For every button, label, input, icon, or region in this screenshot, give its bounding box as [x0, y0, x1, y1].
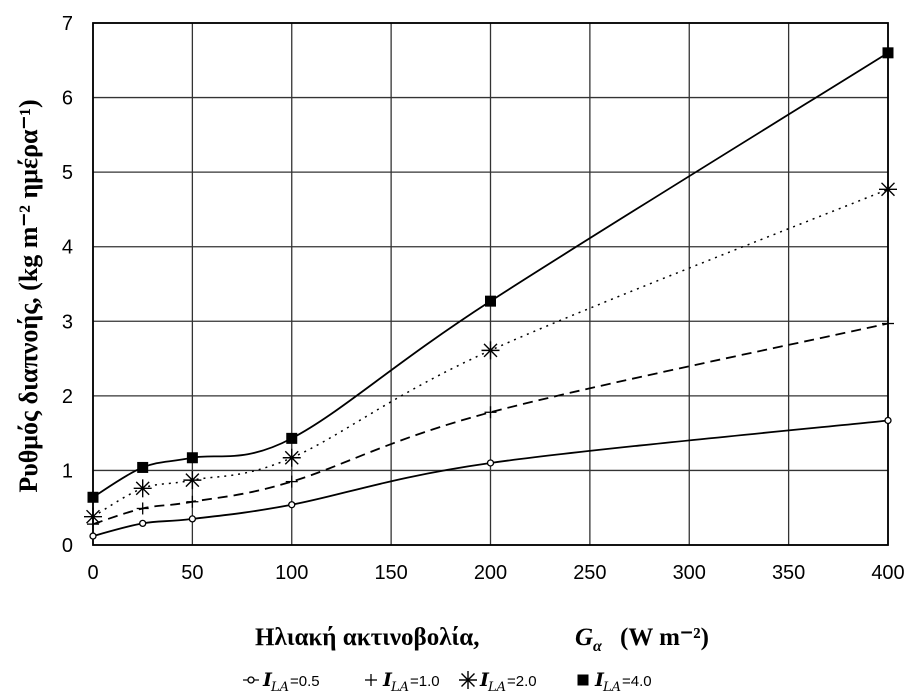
data-point: [84, 507, 102, 526]
x-tick-label: 200: [474, 562, 507, 584]
data-point: [89, 532, 97, 540]
x-axis-title-text: Ηλιακή ακτινοβολία,: [255, 624, 479, 651]
legend-label: =2.0: [507, 673, 537, 690]
data-point: [137, 461, 149, 473]
data-point: [186, 452, 198, 464]
series-line: [92, 52, 889, 499]
legend-label: =4.0: [622, 673, 652, 690]
legend-symbol: I: [594, 669, 605, 691]
data-point: [882, 317, 894, 330]
legend-symbol: I: [479, 669, 490, 691]
y-tick-label: 1: [62, 460, 73, 482]
x-tick-label: 100: [275, 562, 308, 584]
legend-subscript: LA: [270, 680, 289, 695]
data-point: [486, 459, 495, 467]
grid: [92, 22, 889, 546]
data-point: [186, 495, 199, 508]
data-point: [247, 676, 255, 684]
data-point: [285, 475, 298, 488]
data-point: [136, 502, 149, 515]
data-point: [484, 406, 497, 419]
series-line: [92, 419, 889, 537]
x-axis-title: Ηλιακή ακτινοβολία, G α (W m⁻²): [255, 624, 709, 655]
legend-subscript: LA: [487, 680, 506, 695]
x-tick-label: 50: [181, 562, 203, 584]
y-tick-label: 6: [62, 88, 73, 110]
y-tick-label: 2: [62, 386, 73, 408]
data-point: [879, 180, 897, 199]
data-point: [882, 47, 894, 59]
y-axis-title: Ρυθμός διαπνοής, (kg m⁻² ημέρα⁻¹): [14, 99, 43, 492]
data-point: [286, 432, 298, 444]
y-tick-label: 3: [62, 311, 73, 333]
data-point: [288, 501, 296, 509]
data-point: [485, 295, 496, 307]
tick-labels: 0 50 100 150 200 250 300 350 400 0 1 2 3 4 5 6 7: [62, 13, 905, 584]
x-axis-title-symbol: G: [575, 624, 593, 651]
x-axis-title-unit: (W m⁻²): [620, 624, 709, 651]
y-tick-label: 7: [62, 13, 73, 35]
data-point: [884, 416, 892, 425]
plot-frame: [92, 22, 889, 546]
legend-label: =1.0: [410, 673, 440, 690]
x-tick-label: 300: [673, 562, 706, 584]
x-tick-label: 150: [374, 562, 407, 584]
series-3: [84, 180, 897, 526]
series-1: [89, 416, 892, 540]
x-tick-label: 400: [871, 562, 904, 584]
legend-symbol: I: [262, 669, 273, 691]
y-tick-label: 4: [62, 237, 73, 259]
legend: I LA =0.5 I LA =1.0 I LA =2.0 I LA =4.0: [243, 669, 652, 695]
legend-subscript: LA: [390, 680, 409, 695]
series-layer: [84, 47, 897, 540]
data-point: [183, 471, 202, 490]
data-point: [133, 479, 152, 498]
legend-label: =0.5: [290, 673, 320, 690]
data-point: [459, 671, 477, 689]
legend-subscript: LA: [602, 680, 621, 695]
data-point: [139, 519, 147, 528]
x-tick-label: 250: [573, 562, 606, 584]
y-tick-label: 0: [62, 535, 73, 557]
series-line: [92, 322, 889, 525]
legend-item: I LA =4.0: [577, 669, 652, 695]
series-4: [87, 47, 894, 503]
data-point: [365, 674, 377, 686]
data-point: [87, 491, 99, 503]
series-line: [92, 188, 889, 518]
legend-symbol: I: [382, 669, 393, 691]
legend-item: I LA =0.5: [243, 669, 320, 695]
data-point: [481, 341, 500, 360]
data-point: [282, 448, 301, 467]
x-axis-title-subscript: α: [593, 638, 603, 655]
legend-item: I LA =1.0: [365, 669, 440, 695]
x-tick-label: 350: [772, 562, 805, 584]
data-point: [188, 515, 197, 523]
series-2: [87, 317, 894, 531]
y-tick-label: 5: [62, 162, 73, 184]
x-tick-label: 0: [87, 562, 98, 584]
legend-item: I LA =2.0: [459, 669, 537, 695]
data-point: [577, 674, 589, 686]
